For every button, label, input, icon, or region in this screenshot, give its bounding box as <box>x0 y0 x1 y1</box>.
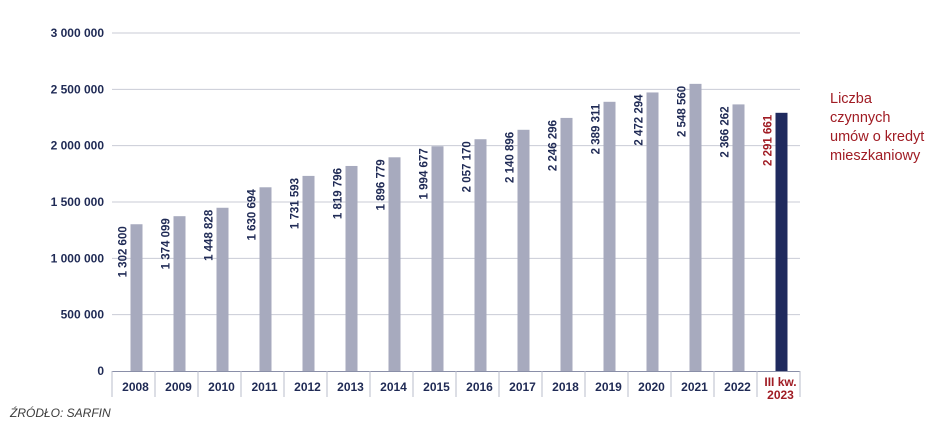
bar <box>474 139 487 371</box>
x-tick-label: 2009 <box>165 380 192 394</box>
data-label: 1 302 600 <box>118 226 130 277</box>
bar <box>646 92 659 371</box>
y-tick-label: 500 000 <box>61 308 105 322</box>
x-tick-label: 2014 <box>380 380 407 394</box>
bar <box>603 101 616 371</box>
x-tick-label: 2013 <box>337 380 364 394</box>
y-tick-label: 1 500 000 <box>51 195 105 209</box>
bar <box>431 146 444 371</box>
x-tick-label: 2012 <box>294 380 321 394</box>
y-tick-label: 0 <box>97 364 104 378</box>
x-tick-label: 2020 <box>638 380 665 394</box>
y-tick-label: 1 000 000 <box>51 251 105 265</box>
x-tick-label: 2022 <box>724 380 751 394</box>
bar <box>560 117 573 371</box>
y-tick-label: 3 000 000 <box>51 26 105 40</box>
data-label: 2 389 311 <box>591 103 603 154</box>
data-label: 2 140 896 <box>505 132 517 183</box>
x-tick-label: 2011 <box>251 380 277 394</box>
data-label: 1 630 694 <box>247 189 259 241</box>
y-tick-label: 2 000 000 <box>51 139 105 153</box>
bar <box>302 175 315 371</box>
data-label: 1 374 099 <box>161 218 173 269</box>
data-label: 1 819 796 <box>333 168 345 219</box>
data-label: 2 057 170 <box>462 141 474 192</box>
bar <box>388 157 401 371</box>
bar <box>345 165 358 371</box>
data-label: 2 291 661 <box>763 114 775 166</box>
x-tick-label: 2008 <box>122 380 149 394</box>
data-label: 2 366 262 <box>720 106 732 157</box>
bar <box>732 104 745 371</box>
x-tick-label: 2010 <box>208 380 235 394</box>
bar <box>517 129 530 371</box>
bar <box>689 83 702 371</box>
data-label: 2 472 294 <box>634 94 646 146</box>
legend-label: Liczba czynnych umów o kredyt mieszkanio… <box>830 91 925 164</box>
bar <box>130 224 143 371</box>
data-label: 1 994 677 <box>419 148 431 199</box>
bar <box>775 112 788 372</box>
x-tick-label: 2017 <box>509 380 536 394</box>
bar <box>216 207 229 371</box>
y-tick-label: 2 500 000 <box>51 82 105 96</box>
x-tick-label: 2016 <box>466 380 493 394</box>
x-tick-label: 2021 <box>681 380 708 394</box>
x-tick-label: 2015 <box>423 380 450 394</box>
bar <box>173 216 186 371</box>
data-label: 1 896 779 <box>376 159 388 210</box>
data-label: 1 448 828 <box>204 209 216 261</box>
source-note: ŹRÓDŁO: SARFIN <box>10 406 111 420</box>
bar <box>259 187 272 371</box>
data-label: 2 246 296 <box>548 120 560 171</box>
x-tick-label: III kw. 2023 <box>764 375 796 402</box>
x-tick-label: 2018 <box>552 380 579 394</box>
data-label: 2 548 560 <box>677 86 689 137</box>
x-tick-label: 2019 <box>595 380 622 394</box>
data-label: 1 731 593 <box>290 178 302 229</box>
